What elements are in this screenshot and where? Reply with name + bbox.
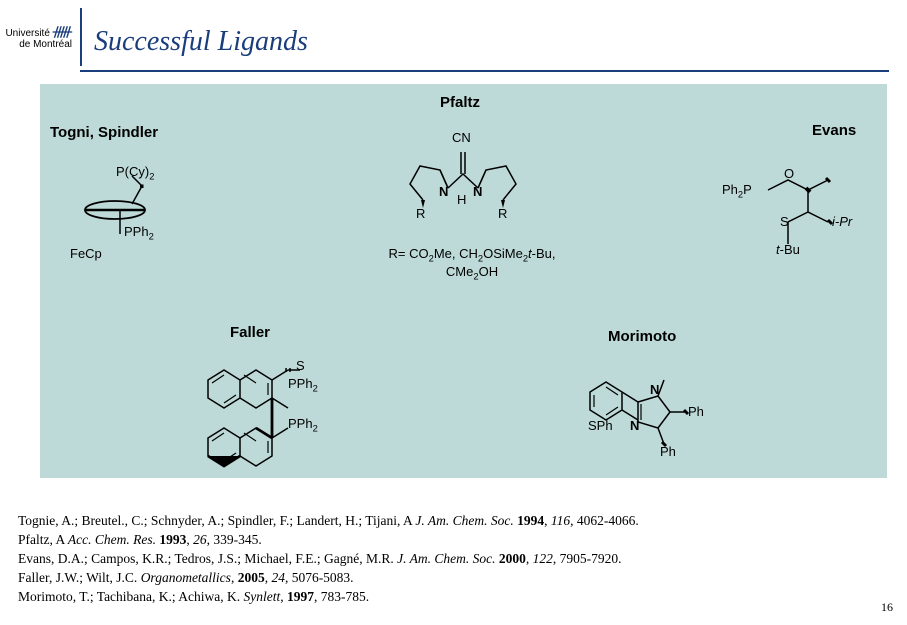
- morimoto-n2: N: [630, 418, 639, 433]
- slide-title: Successful Ligands: [94, 16, 308, 58]
- faller-s: S: [296, 358, 305, 373]
- pfaltz-n2: N: [473, 184, 482, 199]
- pfaltz-n1: N: [439, 184, 448, 199]
- slide-header: Université ᚏ de Montréal Successful Liga…: [0, 0, 907, 66]
- evans-o: O: [784, 166, 794, 181]
- faller-pph2b: PPh2: [288, 416, 318, 434]
- label-evans: Evans: [812, 122, 856, 139]
- struct-evans: Ph2P O i-Pr S t-Bu: [724, 158, 864, 273]
- ref-5: Morimoto, T.; Tachibana, K.; Achiwa, K. …: [18, 588, 639, 607]
- ref-1: Tognie, A.; Breutel., C.; Schnyder, A.; …: [18, 512, 639, 531]
- label-togni: Togni, Spindler: [50, 124, 158, 141]
- faller-svg: [188, 350, 358, 480]
- pfaltz-r1: R: [416, 206, 425, 221]
- morimoto-n1: N: [650, 382, 659, 397]
- logo-glyph: ᚏ: [53, 23, 72, 39]
- morimoto-ph1: Ph: [688, 404, 704, 419]
- pfaltz-h: H: [457, 192, 466, 207]
- evans-ph2p: Ph2P: [722, 182, 752, 200]
- ref-4: Faller, J.W.; Wilt, J.C. Organometallics…: [18, 569, 639, 588]
- ref-2: Pfaltz, A Acc. Chem. Res. 1993, 26, 339-…: [18, 531, 639, 550]
- struct-faller: S PPh2 PPh2: [188, 350, 358, 485]
- faller-pph2a: PPh2: [288, 376, 318, 394]
- ligand-panel: Togni, Spindler Pfaltz Evans Faller Mori…: [40, 84, 887, 478]
- togni-fecp: FeCp: [70, 246, 102, 261]
- page-number: 16: [881, 600, 893, 615]
- evans-tbu: t-Bu: [776, 242, 800, 257]
- university-logo: Université ᚏ de Montréal: [0, 24, 76, 50]
- label-faller: Faller: [230, 324, 270, 341]
- logo-text-1: Université: [5, 28, 49, 39]
- header-divider: [80, 8, 82, 66]
- pfaltz-cn: CN: [452, 130, 471, 145]
- label-morimoto: Morimoto: [608, 328, 676, 345]
- evans-ipr: i-Pr: [832, 214, 852, 229]
- struct-togni: P(Cy)2 PPh2 FeCp: [70, 164, 190, 269]
- pfaltz-subtext: R= CO2Me, CH2OSiMe2t-Bu,CMe2OH: [372, 246, 572, 281]
- struct-morimoto: SPh N N Ph Ph: [570, 362, 740, 487]
- togni-pph2: PPh2: [124, 224, 154, 242]
- morimoto-ph2: Ph: [660, 444, 676, 459]
- morimoto-sph: SPh: [588, 418, 613, 433]
- logo-text-2: de Montréal: [19, 39, 72, 50]
- struct-pfaltz: CN N N H R R: [388, 122, 538, 227]
- ref-3: Evans, D.A.; Campos, K.R.; Tedros, J.S.;…: [18, 550, 639, 569]
- evans-s: S: [780, 214, 789, 229]
- pfaltz-r2: R: [498, 206, 507, 221]
- togni-pcy2: P(Cy)2: [116, 164, 154, 182]
- header-rule: [80, 70, 889, 72]
- references-block: Tognie, A.; Breutel., C.; Schnyder, A.; …: [18, 512, 639, 606]
- label-pfaltz: Pfaltz: [440, 94, 480, 111]
